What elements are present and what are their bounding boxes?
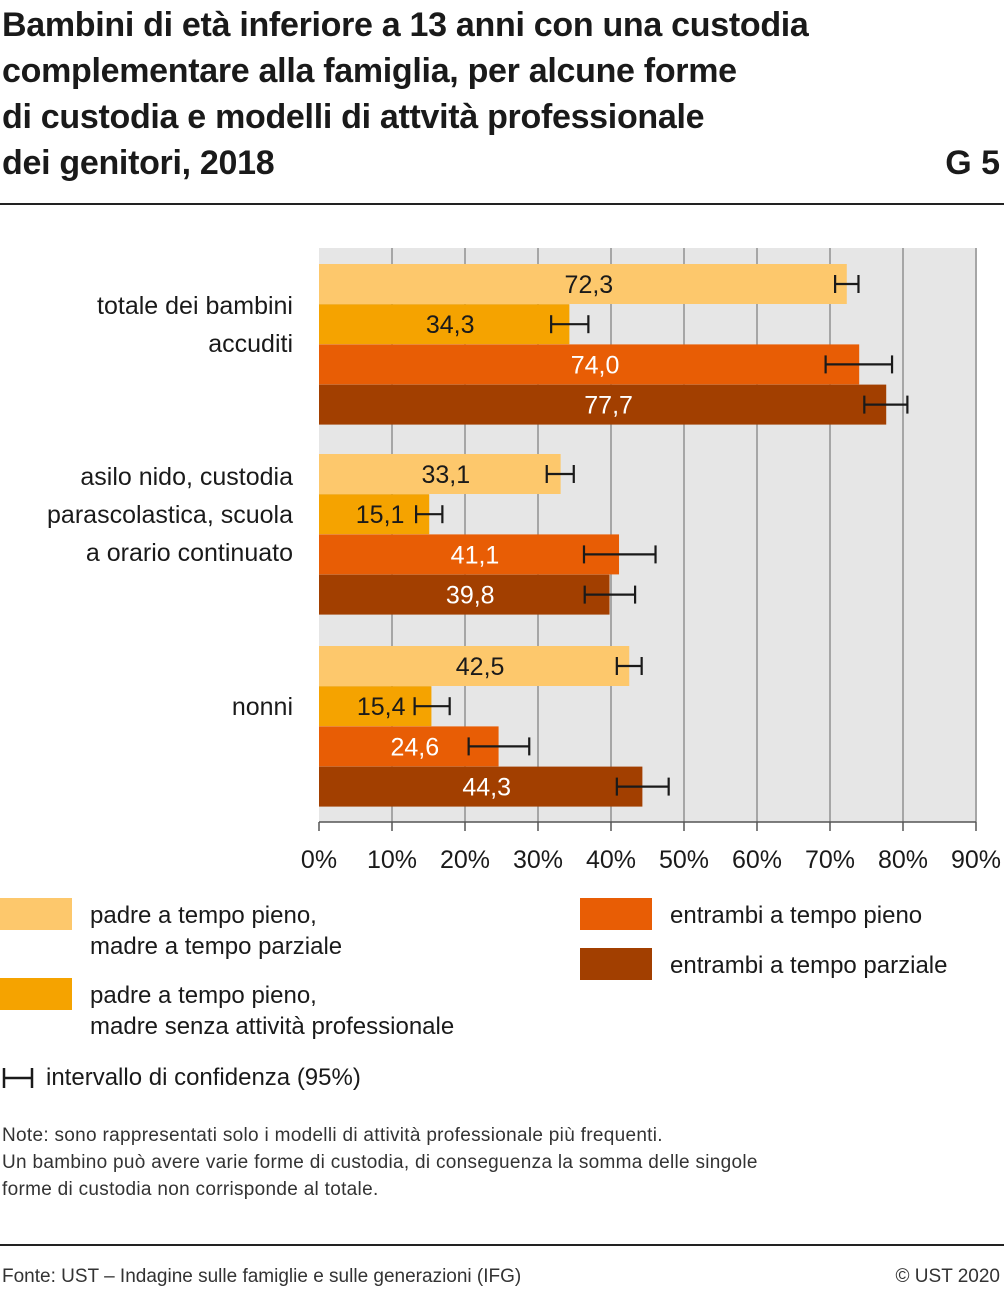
legend-swatch bbox=[580, 898, 652, 930]
data-label: 77,7 bbox=[584, 392, 633, 420]
data-label: 34,3 bbox=[426, 311, 475, 339]
title-line: complementare alla famiglia, per alcune … bbox=[2, 52, 737, 90]
bar bbox=[319, 304, 570, 345]
bar bbox=[319, 686, 432, 727]
legend-label: entrambi a tempo pieno bbox=[670, 902, 923, 929]
bar bbox=[319, 534, 620, 575]
data-label: 42,5 bbox=[456, 653, 505, 681]
legend-swatch bbox=[0, 898, 72, 930]
x-tick-label: 0% bbox=[301, 846, 337, 874]
source-text: Fonte: UST – Indagine sulle famiglie e s… bbox=[2, 1266, 522, 1287]
error-bar-icon bbox=[2, 1068, 34, 1088]
x-tick-label: 10% bbox=[367, 846, 417, 874]
category-label: accuditi bbox=[208, 330, 293, 358]
bar bbox=[319, 574, 610, 615]
bar bbox=[319, 454, 561, 494]
copyright-text: © UST 2020 bbox=[895, 1266, 1000, 1287]
x-tick-label: 40% bbox=[586, 846, 636, 874]
title-line: di custodia e modelli di attvità profess… bbox=[2, 98, 705, 136]
data-label: 72,3 bbox=[565, 271, 614, 299]
x-tick-label: 80% bbox=[878, 846, 928, 874]
bar bbox=[319, 264, 847, 304]
legend-label: padre a tempo pieno, madre senza attività… bbox=[90, 982, 455, 1040]
title-line: dei genitori, 2018 bbox=[2, 144, 275, 182]
x-tick-label: 50% bbox=[659, 846, 709, 874]
category-label: nonni bbox=[232, 693, 293, 721]
note-line: forme di custodia non corrisponde al tot… bbox=[2, 1179, 379, 1200]
bar bbox=[319, 344, 860, 385]
x-tick-label: 90% bbox=[951, 846, 1001, 874]
x-tick-label: 30% bbox=[513, 846, 563, 874]
top-rule bbox=[0, 203, 1004, 205]
bottom-rule bbox=[0, 1244, 1004, 1246]
category-label: parascolastica, scuola bbox=[47, 501, 293, 529]
chart-code: G 5 bbox=[945, 144, 1000, 182]
data-label: 41,1 bbox=[451, 541, 500, 569]
data-label: 74,0 bbox=[571, 351, 620, 379]
data-label: 44,3 bbox=[462, 774, 511, 802]
legend-label: entrambi a tempo parziale bbox=[670, 952, 948, 979]
data-label: 33,1 bbox=[421, 461, 470, 489]
ci-legend-label: intervallo di confidenza (95%) bbox=[46, 1064, 361, 1091]
x-tick-label: 20% bbox=[440, 846, 490, 874]
data-label: 39,8 bbox=[446, 582, 495, 610]
title-line: Bambini di età inferiore a 13 anni con u… bbox=[2, 6, 809, 44]
bar-chart: 0% 10% 20% 30% 40% 50% 60% 70% 80% 90% totale dei … bbox=[47, 248, 1001, 874]
category-label: totale dei bambini bbox=[97, 292, 293, 320]
data-label: 15,1 bbox=[356, 501, 405, 529]
category-label: a orario continuato bbox=[86, 539, 293, 567]
x-tick-label: 70% bbox=[805, 846, 855, 874]
bar bbox=[319, 384, 887, 425]
data-label: 15,4 bbox=[357, 693, 406, 721]
legend-swatch bbox=[580, 948, 652, 980]
x-tick-label: 60% bbox=[732, 846, 782, 874]
bar bbox=[319, 646, 630, 686]
note: Note: sono rappresentati solo i modelli … bbox=[2, 1122, 758, 1203]
legend-swatch bbox=[0, 978, 72, 1010]
bar bbox=[319, 494, 430, 535]
note-line: Un bambino può avere varie forme di cust… bbox=[2, 1152, 758, 1173]
bar bbox=[319, 766, 643, 807]
chart-title: Bambini di età inferiore a 13 anni con u… bbox=[2, 2, 902, 186]
category-label: asilo nido, custodia bbox=[80, 463, 293, 491]
data-label: 24,6 bbox=[390, 733, 439, 761]
legend-label: padre a tempo pieno, madre a tempo parzia… bbox=[90, 902, 343, 960]
note-line: Note: sono rappresentati solo i modelli … bbox=[2, 1125, 663, 1146]
